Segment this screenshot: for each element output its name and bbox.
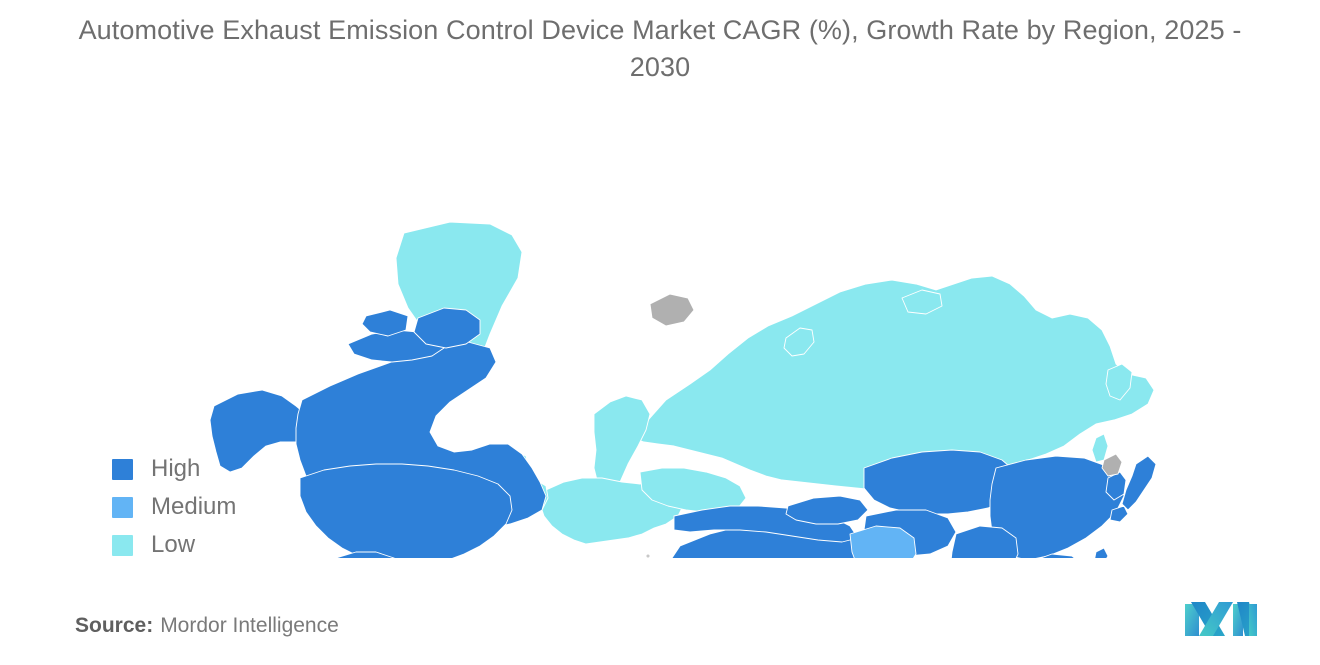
region-mexico <box>335 551 395 558</box>
region-japan-south <box>1109 505 1129 523</box>
legend-item-high[interactable]: High <box>112 450 236 488</box>
logo-shape-left <box>1185 604 1199 636</box>
logo-shape-m-right <box>1199 602 1233 636</box>
region-united-states <box>299 463 513 558</box>
region-russia <box>631 275 1155 493</box>
legend-item-medium[interactable]: Medium <box>112 488 236 526</box>
region-group-no-data <box>649 293 1123 477</box>
region-sakhalin <box>1091 433 1109 463</box>
region-india <box>950 525 1019 558</box>
source-label: Source: <box>75 614 154 637</box>
region-victoria-island <box>361 309 409 337</box>
region-novaya-zemlya <box>783 327 815 357</box>
region-svalbard <box>649 293 695 327</box>
region-north-korea <box>1101 453 1123 477</box>
legend-swatch-high <box>112 458 133 480</box>
region-japan <box>1121 455 1157 511</box>
region-baffin-island <box>413 307 481 349</box>
legend-swatch-medium <box>112 496 133 518</box>
region-arabian-peninsula <box>849 525 917 558</box>
region-china <box>989 455 1125 558</box>
region-group-high <box>209 307 1157 558</box>
region-indochina <box>1039 553 1076 558</box>
island-dot <box>645 553 651 558</box>
map-legend: High Medium Low <box>112 450 236 564</box>
logo-shape-i-right <box>1249 604 1257 636</box>
region-group-medium <box>849 525 917 558</box>
legend-label-low: Low <box>151 531 196 558</box>
source-attribution: Source: Mordor Intelligence <box>75 612 339 640</box>
world-choropleth-map <box>150 138 1160 558</box>
mordor-intelligence-logo-icon <box>1183 598 1259 640</box>
legend-item-low[interactable]: Low <box>112 526 236 564</box>
legend-label-high: High <box>151 455 201 482</box>
region-arctic-isles <box>901 289 943 315</box>
legend-label-medium: Medium <box>151 493 237 520</box>
page-title: Automotive Exhaust Emission Control Devi… <box>78 15 1242 82</box>
source-name: Mordor Intelligence <box>160 614 339 637</box>
legend-swatch-low <box>112 534 133 556</box>
region-alaska <box>209 389 317 473</box>
region-kamchatka <box>1105 363 1133 401</box>
region-turkey <box>785 495 869 525</box>
region-scandinavia <box>593 395 651 491</box>
region-group-islands <box>645 553 651 558</box>
region-taiwan <box>1094 547 1109 558</box>
region-south-korea <box>1105 471 1127 501</box>
